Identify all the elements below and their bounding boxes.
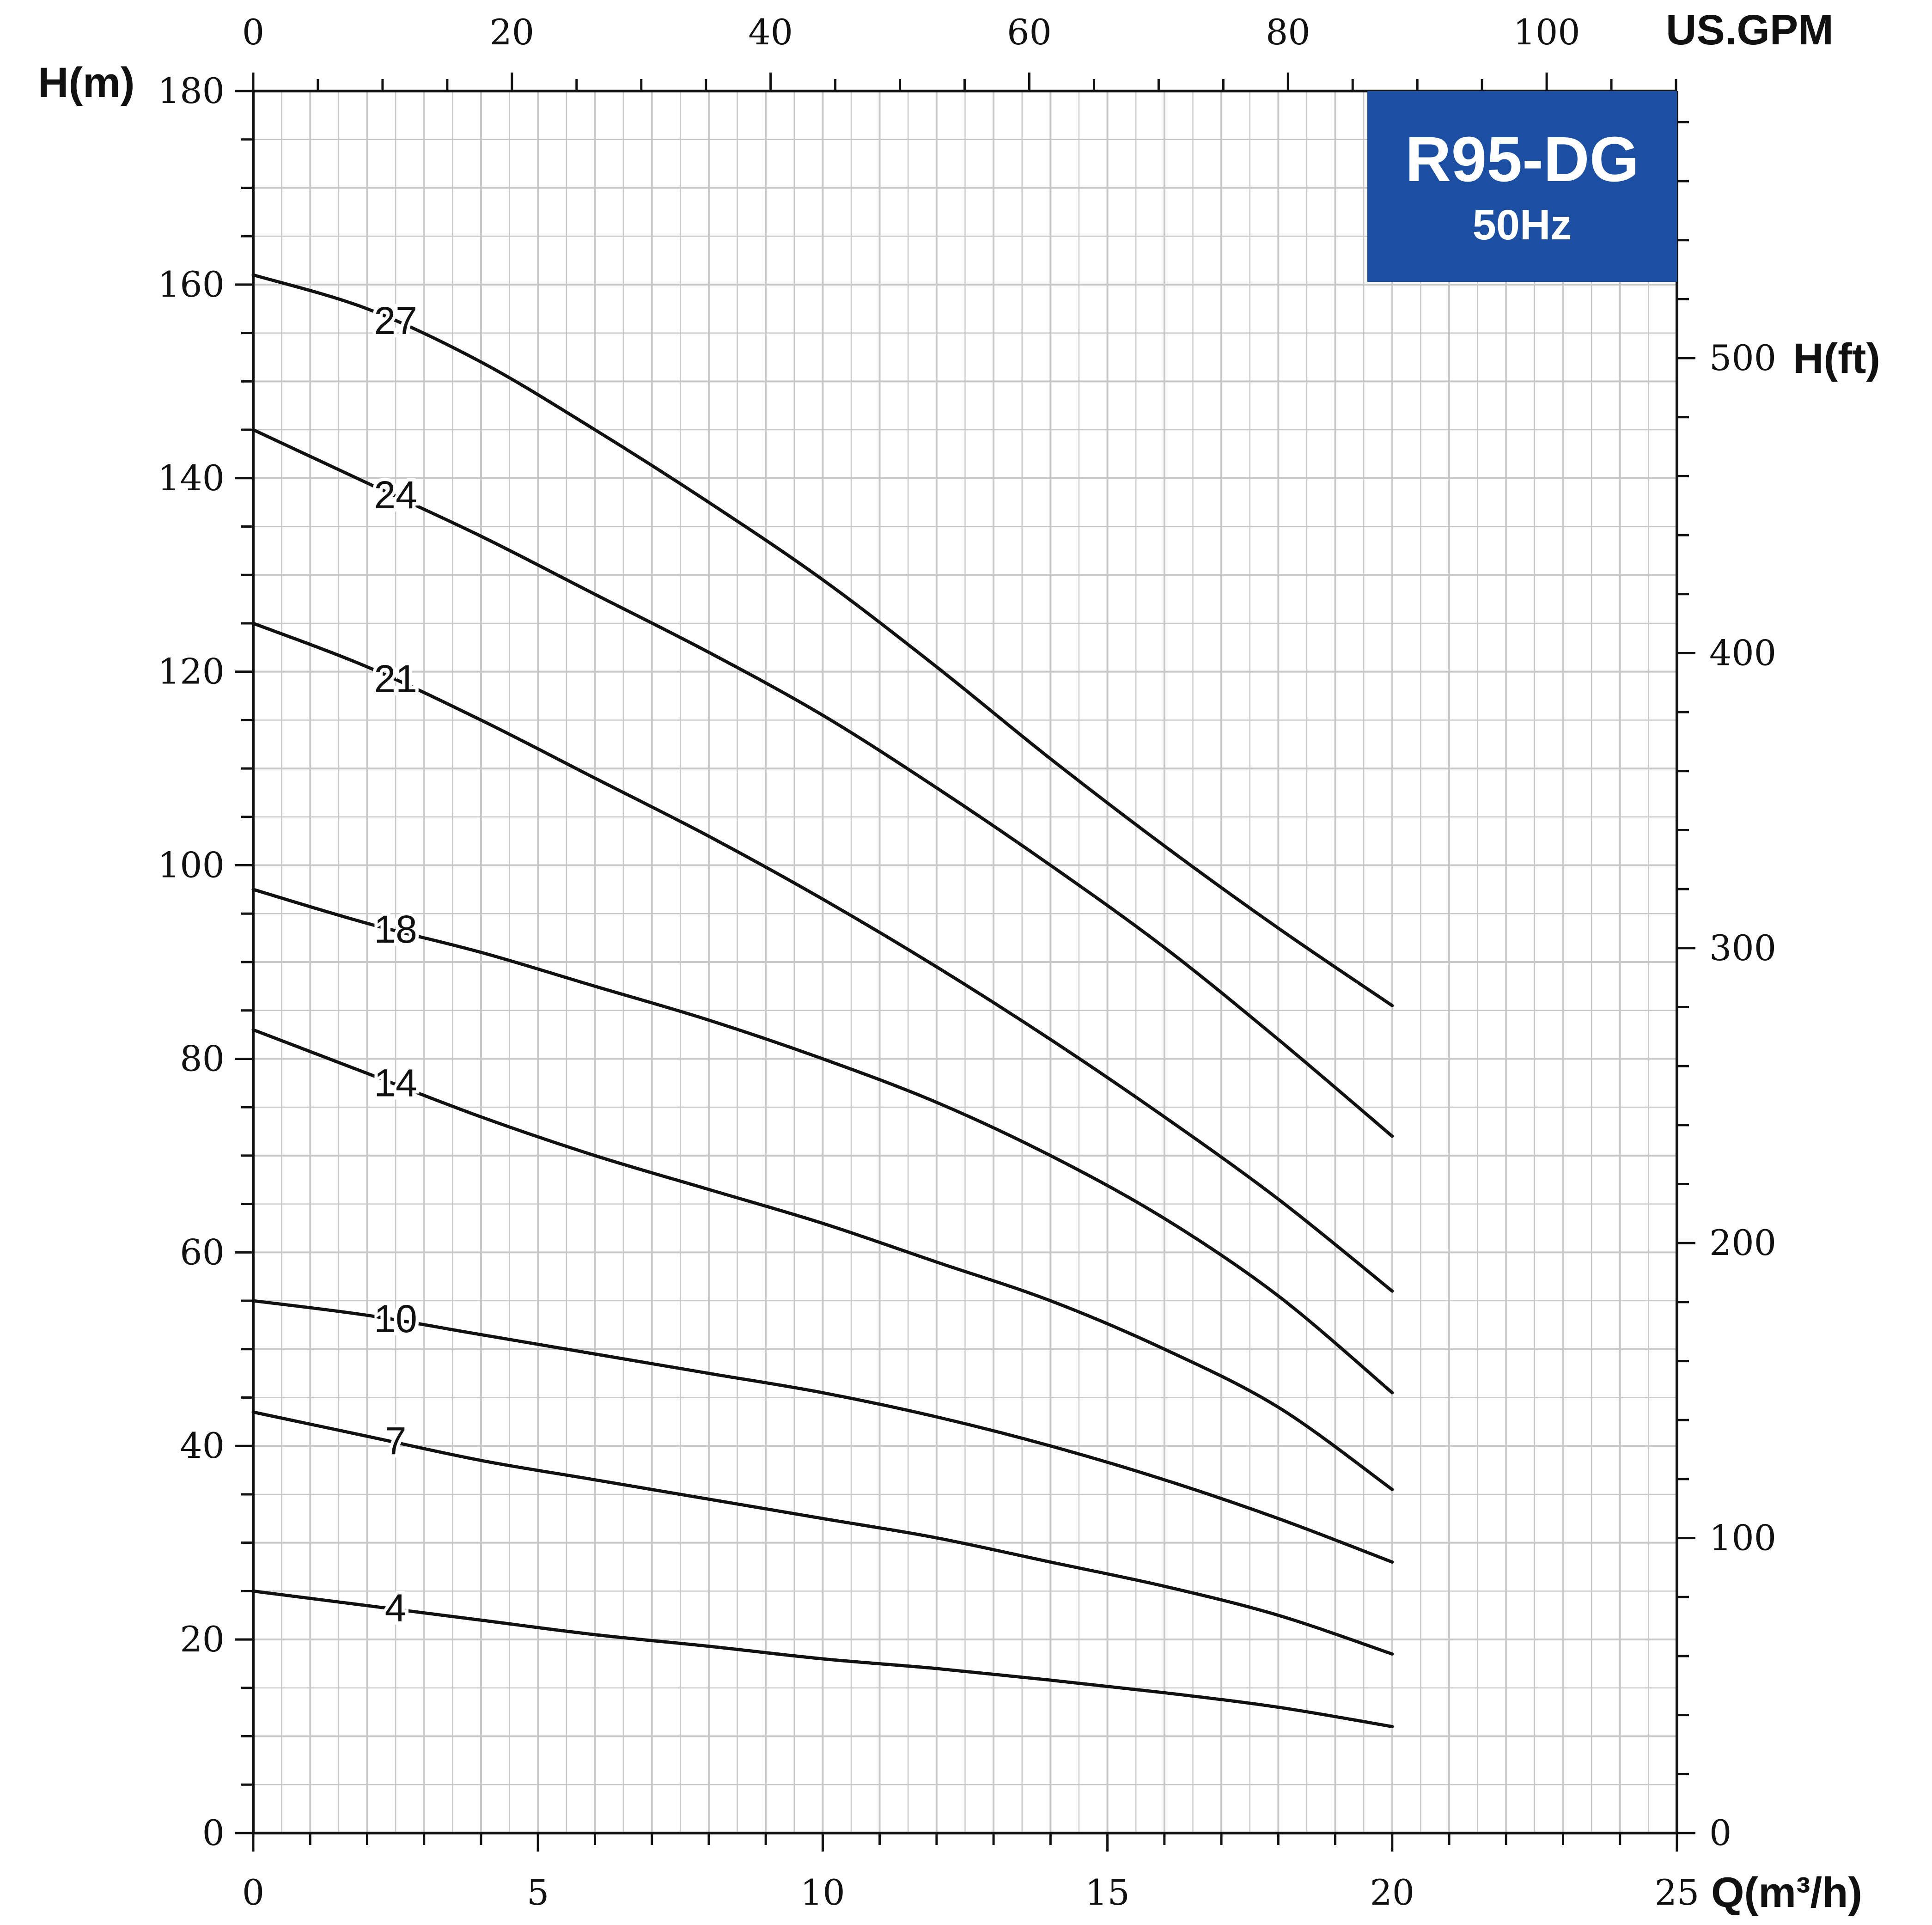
- y-tick-label-right: 300: [1709, 927, 1776, 969]
- curve-label-4: 4: [385, 1586, 407, 1630]
- x-tick-label-top: 60: [1007, 12, 1052, 53]
- curve-label-18: 18: [374, 908, 417, 951]
- model-title: R95-DG: [1405, 124, 1639, 195]
- x-tick-label-bottom: 10: [800, 1872, 845, 1913]
- pump-curve-24: [251, 428, 1394, 1138]
- pump-curve-27: [251, 273, 1394, 1007]
- y-tick-label-left: 60: [180, 1231, 225, 1273]
- y-tick-label-left: 180: [158, 70, 225, 111]
- x-tick-label-top: 40: [748, 12, 793, 53]
- x-axis-title-bottom: Q(m³/h): [1711, 1869, 1862, 1916]
- y-axis-title-left: H(m): [38, 59, 135, 106]
- y-tick-label-left: 0: [202, 1812, 225, 1853]
- y-tick-label-right: 500: [1709, 337, 1776, 378]
- x-tick-label-top: 80: [1266, 12, 1310, 53]
- model-frequency: 50Hz: [1473, 201, 1572, 249]
- x-tick-label-bottom: 0: [242, 1872, 264, 1913]
- curve-label-24: 24: [374, 473, 417, 517]
- y-tick-label-left: 100: [158, 845, 225, 886]
- curve-label-21: 21: [374, 657, 417, 701]
- model-badge: R95-DG 50Hz: [1367, 91, 1677, 282]
- y-tick-label-right: 200: [1709, 1222, 1776, 1263]
- y-tick-label-left: 40: [180, 1425, 225, 1466]
- curve-label-7: 7: [385, 1419, 407, 1462]
- x-tick-label-top: 0: [242, 12, 264, 53]
- pump-curve-10: [251, 1299, 1394, 1564]
- y-tick-label-left: 140: [158, 457, 225, 499]
- pump-curve-7: [251, 1410, 1394, 1656]
- y-axis-title-right: H(ft): [1793, 335, 1880, 382]
- curve-label-14: 14: [374, 1061, 417, 1104]
- pump-curve-18: [251, 888, 1394, 1395]
- y-tick-label-left: 160: [158, 264, 225, 305]
- pump-curve-14: [251, 1028, 1394, 1491]
- x-tick-label-bottom: 25: [1655, 1872, 1700, 1913]
- model-badge-background: [1367, 91, 1677, 282]
- x-tick-label-top: 100: [1513, 12, 1580, 53]
- x-tick-label-top: 20: [489, 12, 534, 53]
- curves-layer: [251, 273, 1394, 1729]
- y-tick-label-left: 120: [158, 651, 225, 692]
- x-tick-label-bottom: 15: [1085, 1872, 1130, 1913]
- x-tick-label-bottom: 5: [527, 1872, 549, 1913]
- grid-layer: [252, 90, 1678, 1834]
- curve-label-27: 27: [374, 299, 417, 342]
- pump-curve-21: [251, 621, 1394, 1293]
- y-tick-label-left: 80: [180, 1038, 225, 1079]
- x-axis-title-top: US.GPM: [1666, 6, 1834, 54]
- x-tick-label-bottom: 20: [1370, 1872, 1414, 1913]
- y-tick-label-right: 0: [1709, 1812, 1731, 1853]
- y-tick-label-right: 400: [1709, 632, 1776, 673]
- y-tick-label-right: 100: [1709, 1517, 1776, 1559]
- y-tick-label-left: 20: [180, 1619, 225, 1660]
- pump-curve-4: [251, 1589, 1394, 1729]
- curve-label-10: 10: [374, 1297, 417, 1340]
